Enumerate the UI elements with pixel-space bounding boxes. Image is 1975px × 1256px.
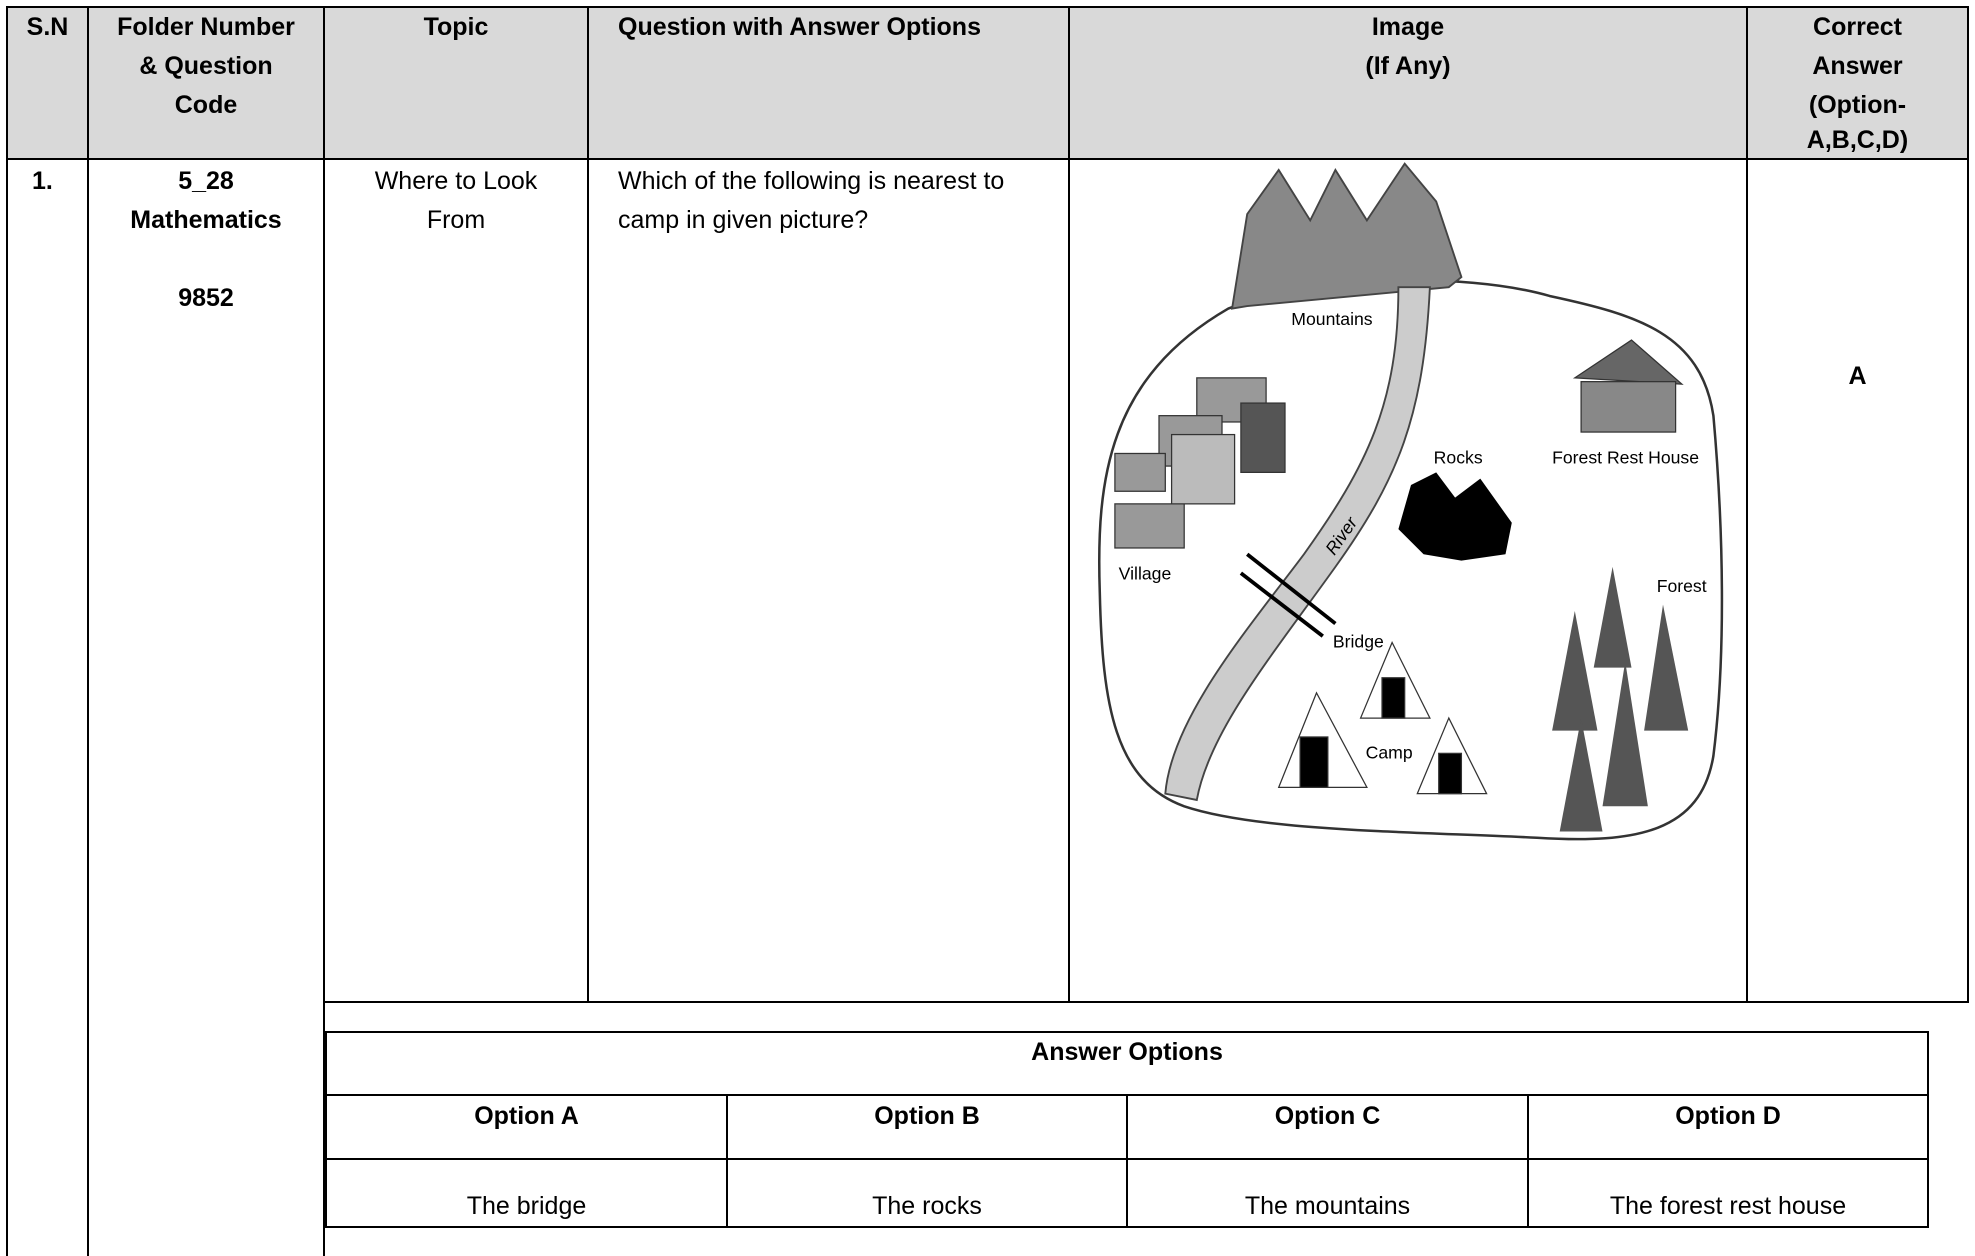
border — [6, 6, 1969, 8]
header-sn: S.N — [26, 13, 69, 41]
tents — [1277, 640, 1488, 795]
border — [87, 6, 89, 1256]
header-line: (If Any) — [1365, 52, 1451, 80]
wall — [1580, 381, 1677, 433]
border — [726, 1094, 728, 1228]
option-value: The mountains — [1244, 1192, 1411, 1220]
house — [1114, 452, 1166, 492]
border — [1068, 6, 1070, 1002]
village-houses — [1114, 377, 1286, 549]
topic-line: From — [426, 206, 486, 234]
border — [587, 6, 589, 1002]
tent-door — [1438, 752, 1463, 795]
topic-line: Where to Look — [374, 167, 538, 195]
option-value: The forest rest house — [1609, 1192, 1847, 1220]
row-question: Which of the following is nearest to cam… — [618, 167, 1005, 234]
row-folder: 5_28 Mathematics 9852 — [89, 162, 323, 318]
option-header: Option D — [1675, 1102, 1781, 1130]
border — [323, 6, 325, 1256]
option-header: Option B — [874, 1102, 980, 1130]
row-sn: 1. — [32, 167, 53, 195]
header-line: Image — [1371, 13, 1445, 41]
border — [6, 6, 8, 1256]
border — [1527, 1094, 1529, 1228]
option-value: The bridge — [466, 1192, 587, 1220]
tree — [1559, 718, 1603, 832]
folder-number: 5_28 — [178, 167, 234, 195]
forest-trees — [1552, 566, 1689, 832]
header-topic: Topic — [423, 13, 489, 41]
subject: Mathematics — [130, 206, 282, 234]
rocks — [1398, 472, 1512, 561]
header-line: Code — [174, 91, 238, 119]
answer-title: Answer Options — [1031, 1038, 1223, 1066]
tree — [1644, 604, 1689, 731]
tent-door — [1299, 736, 1329, 788]
question-code: 9852 — [178, 284, 234, 312]
header-line: A,B,C,D) — [1806, 126, 1909, 154]
option-header: Option A — [474, 1102, 579, 1130]
house — [1240, 402, 1286, 473]
rail — [1246, 552, 1337, 626]
house — [1170, 433, 1236, 505]
row-topic: Where to Look From — [325, 162, 587, 240]
rail — [1239, 571, 1324, 638]
label: Bridge — [1333, 632, 1384, 652]
header-image: Image (If Any) — [1070, 8, 1746, 86]
header-line: Answer — [1812, 52, 1903, 80]
header-correct: Correct Answer (Option- A,B,C,D) — [1748, 8, 1967, 155]
bridge — [1239, 552, 1337, 638]
label: Camp — [1366, 742, 1413, 762]
option-value: The rocks — [872, 1192, 982, 1220]
border — [1746, 6, 1748, 1002]
header-question: Question with Answer Options — [618, 13, 981, 41]
house — [1114, 503, 1185, 549]
header-line: & Question — [139, 52, 273, 80]
row-correct-answer: A — [1848, 362, 1867, 390]
border — [1967, 6, 1969, 1002]
border — [1126, 1094, 1128, 1228]
header-line: Correct — [1813, 13, 1902, 41]
label: Mountains — [1291, 309, 1373, 329]
option-header: Option C — [1274, 1102, 1381, 1130]
label: Village — [1119, 563, 1172, 583]
border — [323, 1001, 1969, 1003]
header-row — [6, 6, 1969, 159]
river — [1164, 286, 1431, 802]
header-line: (Option- — [1808, 91, 1907, 119]
label: Rocks — [1434, 448, 1483, 468]
tree — [1602, 661, 1648, 807]
label: Forest — [1657, 576, 1707, 596]
tent-door — [1381, 677, 1406, 719]
map-illustration: Mountains Village Rocks Forest Rest Hous… — [1097, 162, 1724, 841]
tree — [1552, 610, 1598, 731]
rest-house — [1572, 339, 1684, 433]
tree — [1593, 566, 1632, 668]
border — [6, 158, 1969, 160]
header-line: Folder Number — [117, 13, 295, 41]
header-folder: Folder Number & Question Code — [89, 8, 323, 125]
label: Forest Rest House — [1552, 448, 1699, 468]
